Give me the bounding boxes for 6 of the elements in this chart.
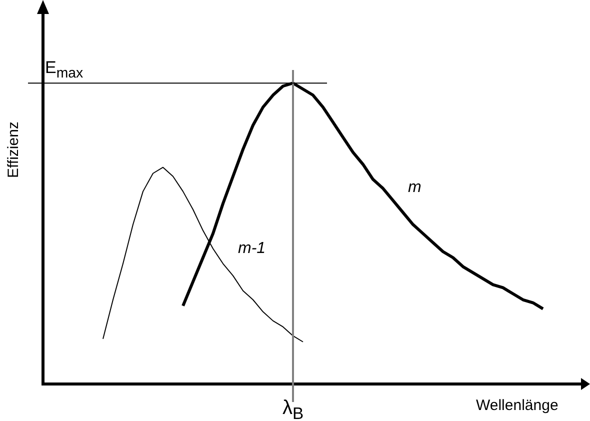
ref-line-label: E$_{max}$ — [45, 58, 84, 82]
series-label: m — [408, 179, 422, 196]
text: λ$_{B}$ — [282, 397, 304, 421]
series-label: m-1 — [238, 240, 266, 257]
x-axis-title: Wellenlänge — [476, 397, 558, 414]
y-axis-title: Effizienz — [5, 122, 22, 178]
